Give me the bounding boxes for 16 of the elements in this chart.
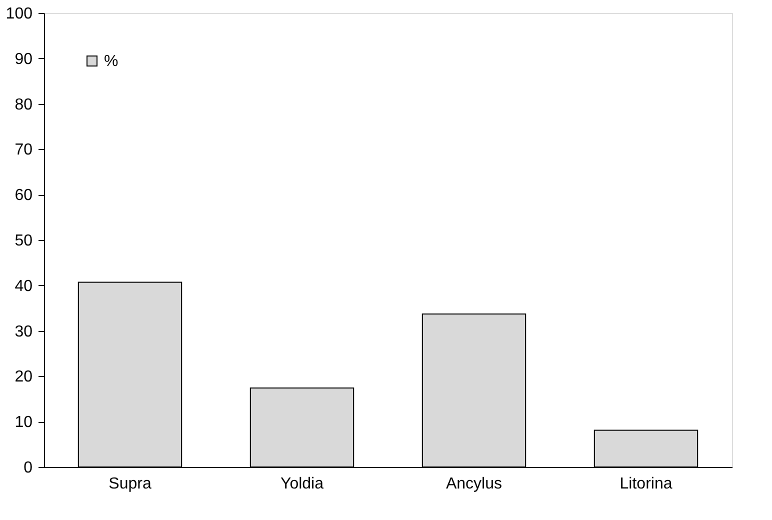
y-tick-label: 20 <box>14 368 33 386</box>
y-tick-label: 100 <box>6 6 33 22</box>
x-tick-label: Supra <box>108 476 152 492</box>
y-tick-label: 30 <box>14 323 33 340</box>
legend-label: % <box>104 53 118 70</box>
y-tick-label: 10 <box>14 414 33 432</box>
x-tick-label: Litorina <box>620 476 672 492</box>
y-tick-label: 40 <box>14 278 33 295</box>
y-tick-label: 80 <box>14 96 33 114</box>
y-tick-label: 60 <box>14 187 33 204</box>
y-tick-label: 50 <box>14 232 33 250</box>
x-tick-label: Ancylus <box>446 476 502 492</box>
y-tick-label: 90 <box>14 50 33 68</box>
y-tick-label: 0 <box>24 460 33 476</box>
x-tick-label: Yoldia <box>280 476 324 492</box>
y-tick-label: 70 <box>14 142 33 159</box>
